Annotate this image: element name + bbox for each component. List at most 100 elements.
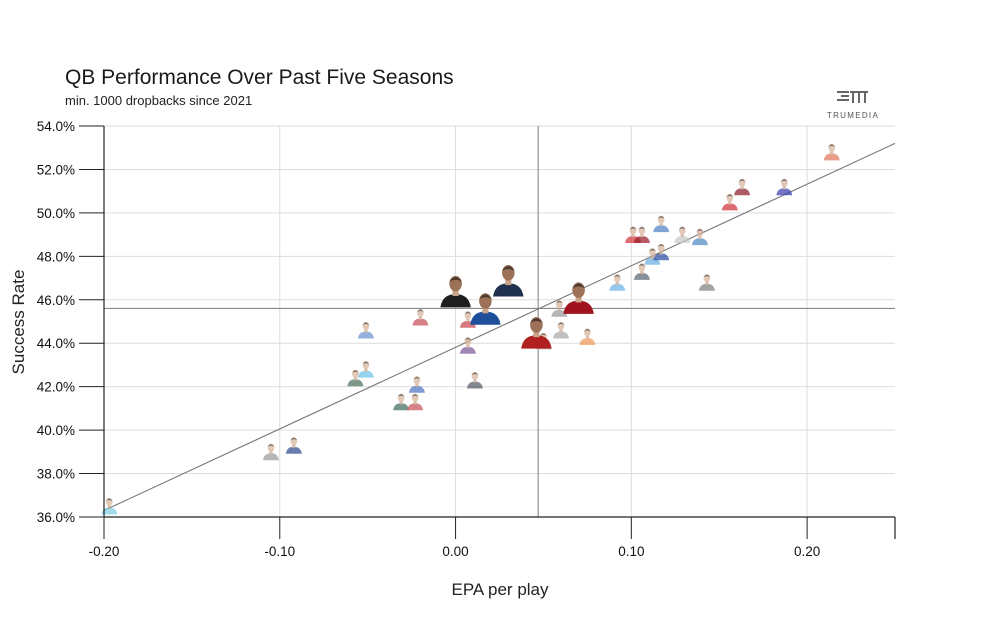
player-jersey [551,309,568,317]
player-hair [557,322,565,325]
player-hair [449,277,462,282]
player-neck [698,236,702,240]
player-hair [638,263,646,267]
player-hair [464,311,472,315]
player-neck [269,451,273,455]
player-point [579,328,596,345]
player-neck [575,296,582,303]
data-points [101,143,840,515]
player-hair [362,322,370,325]
player-hair [502,266,515,271]
player-jersey [674,236,691,243]
x-tick-label: 0.20 [794,544,820,559]
y-tick-label: 44.0% [37,336,75,351]
player-jersey [823,153,840,161]
player-hair [638,227,646,230]
player-hair [738,179,746,182]
player-jersey [412,318,429,326]
player-point [674,226,691,243]
player-hair [572,283,585,289]
y-tick-label: 46.0% [37,293,75,308]
player-jersey [470,311,501,325]
player-neck [615,281,619,285]
player-neck [399,401,403,405]
player-point [408,376,425,393]
player-point [101,497,118,515]
player-hair [413,376,421,380]
player-neck [680,234,684,237]
player-jersey [357,331,374,339]
player-jersey [459,346,476,354]
player-hair [781,179,788,182]
player-neck [631,234,635,237]
player-point [633,226,650,243]
player-hair [290,437,298,441]
player-neck [640,234,644,237]
player-neck [466,318,470,322]
player-neck [292,444,296,448]
player-jersey [263,453,279,461]
player-neck [650,255,654,259]
player-jersey [776,188,793,196]
player-neck [740,186,744,190]
player-jersey [653,253,670,261]
player-point [553,321,569,339]
player-jersey [609,283,626,291]
player-neck [452,290,459,296]
y-tick-label: 40.0% [37,423,75,438]
player-hair [479,294,492,300]
player-point [653,243,670,261]
player-neck [559,329,563,333]
y-tick-label: 52.0% [37,162,75,177]
player-point [357,321,374,339]
x-axis-title: EPA per play [451,580,549,599]
player-hair [417,309,424,312]
player-neck [482,307,489,314]
player-hair [703,274,711,278]
player-neck [659,251,663,255]
player-point [551,300,568,317]
player-jersey [357,370,374,378]
y-tick-label: 42.0% [37,380,75,395]
player-hair [614,274,621,278]
player-point [357,361,374,378]
player-point [823,143,840,161]
player-neck [364,368,368,372]
y-tick-label: 38.0% [37,467,75,482]
player-point [393,393,410,411]
player-hair [657,216,665,219]
x-tick-label: 0.10 [618,544,644,559]
player-point [347,369,364,387]
player-point [691,228,708,246]
player-point [466,371,483,389]
player-point [721,193,738,211]
chart-title: QB Performance Over Past Five Seasons [65,66,454,89]
player-hair [362,361,370,365]
player-neck [659,223,663,227]
player-point [440,275,471,308]
player-jersey [653,225,670,233]
player-neck [473,379,477,383]
player-hair [397,394,405,397]
player-hair [106,498,113,501]
player-hair [464,337,472,341]
player-jersey [285,446,302,454]
player-hair [657,244,665,247]
x-tick-label: 0.00 [442,544,468,559]
trumedia-logo-text: TRUMEDIA [826,111,880,120]
y-tick-label: 36.0% [37,510,75,525]
y-axis-title: Success Rate [9,270,28,375]
player-jersey [101,507,118,515]
trend-line-group [103,142,896,511]
player-point [459,337,476,354]
player-jersey [698,283,715,291]
player-jersey [347,379,364,387]
player-hair [540,333,547,336]
player-neck [728,201,732,205]
player-point [609,274,626,291]
player-jersey [493,283,524,297]
player-point [263,443,279,461]
player-jersey [521,335,552,349]
player-point [633,263,650,280]
player-point [412,308,429,326]
